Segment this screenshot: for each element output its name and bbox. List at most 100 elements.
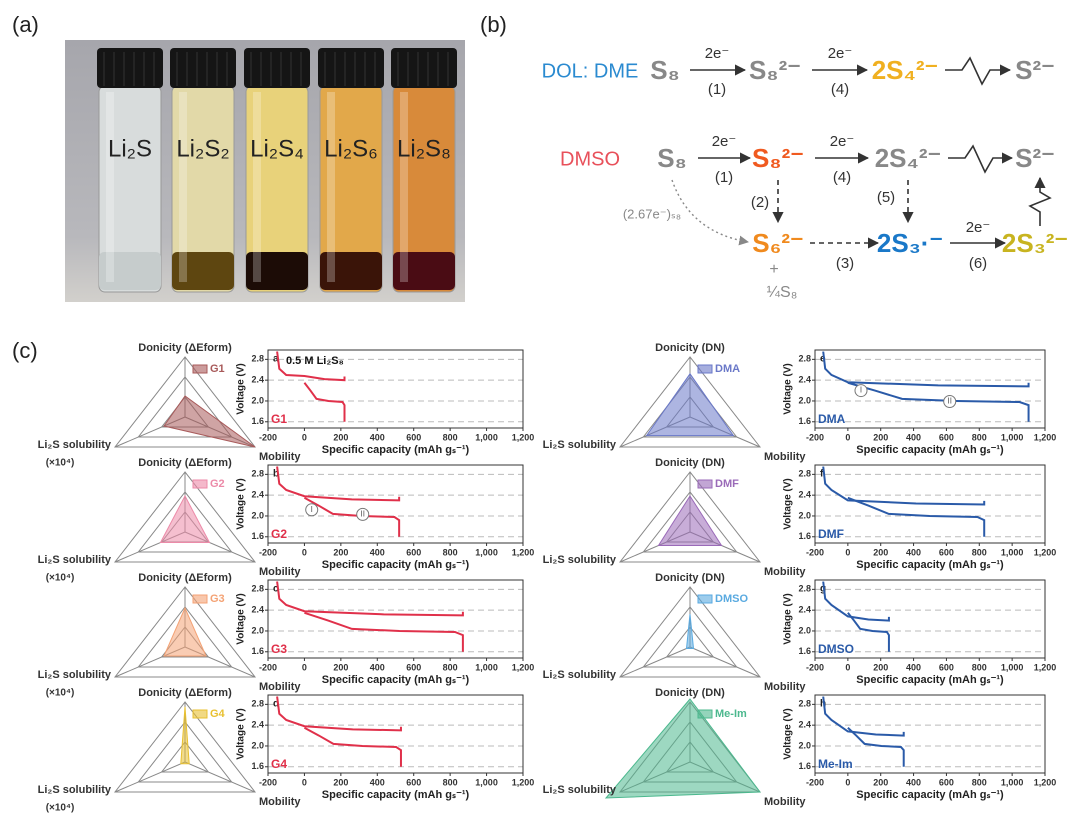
- radar-ring: [113, 471, 257, 563]
- x-tick-label: -200: [806, 432, 824, 442]
- x-tick-label: 1,000: [1001, 777, 1024, 787]
- x-tick-label: 600: [939, 777, 954, 787]
- radar-ring: [642, 491, 738, 553]
- plot-letter: f: [820, 469, 824, 480]
- x-tick-label: 1,200: [1034, 432, 1057, 442]
- y-tick-label: 2.4: [798, 605, 811, 615]
- y-tick-label: 2.0: [798, 510, 811, 520]
- legend-label: DMF: [715, 478, 739, 490]
- x-axis-label: Specific capacity (mAh gₛ⁻¹): [322, 559, 470, 571]
- radar-axis-label: Mobility: [259, 681, 301, 693]
- scheme-text: 2S₃·⁻: [877, 228, 943, 258]
- x-tick-label: 0: [302, 777, 307, 787]
- scheme-text: S²⁻: [1015, 143, 1055, 173]
- scheme-text: 2S₃²⁻: [1002, 228, 1067, 258]
- scheme-text: 2e⁻: [830, 133, 855, 150]
- region-marker-label: II: [360, 510, 364, 519]
- radar-axis-label: Li₂S solubility: [543, 784, 617, 796]
- voltage-curve: [822, 466, 986, 506]
- vial-label: Li₂S: [108, 135, 152, 162]
- legend-swatch: [192, 364, 208, 374]
- x-tick-label: 1,000: [1001, 547, 1024, 557]
- plot-note: 0.5 M Li₂S₈: [286, 355, 344, 367]
- x-tick-label: 200: [873, 777, 888, 787]
- vial-highlight: [400, 92, 408, 282]
- radar-spoke: [689, 646, 761, 678]
- x-tick-label: 600: [939, 432, 954, 442]
- scheme-arrow: [948, 144, 1014, 174]
- x-tick-label: 0: [845, 547, 850, 557]
- y-tick-label: 2.8: [251, 699, 264, 709]
- y-axis-label: Voltage (V): [236, 363, 247, 414]
- radar-shape: [163, 395, 256, 448]
- radar-axis-label: Donicity (ΔEform): [138, 342, 232, 354]
- voltage-curve: [847, 381, 1030, 422]
- vial-label: Li₂S₄: [250, 135, 304, 162]
- scheme-text: 2e⁻: [705, 45, 730, 62]
- radar-ring: [137, 721, 233, 783]
- region-marker: [943, 394, 957, 408]
- x-tick-label: 0: [845, 432, 850, 442]
- x-tick-label: -200: [806, 777, 824, 787]
- y-axis-label: Voltage (V): [236, 478, 247, 529]
- voltage-curve: [847, 496, 986, 537]
- voltage-curve: [847, 612, 890, 652]
- radar-axis-label: Li₂S solubility: [38, 784, 112, 796]
- voltage-curve: [822, 581, 890, 622]
- y-tick-label: 2.4: [798, 490, 811, 500]
- legend-label: G1: [210, 363, 225, 375]
- plot-frame: [814, 464, 1046, 544]
- voltage-curve: [303, 496, 401, 537]
- x-tick-label: 1,200: [1034, 662, 1057, 672]
- x-tick-label: 800: [443, 547, 458, 557]
- x-tick-label: 400: [906, 547, 921, 557]
- plot-name: G3: [271, 642, 287, 656]
- scheme-text: (5): [877, 189, 895, 206]
- scheme-text: (2.67e⁻)ₛ₈: [623, 206, 681, 221]
- y-tick-label: 2.0: [251, 625, 264, 635]
- x-tick-label: 400: [906, 777, 921, 787]
- x-tick-label: 800: [443, 777, 458, 787]
- panel-label: (a): [12, 12, 39, 37]
- radar-axis-unit: (×10⁴): [46, 688, 75, 699]
- radar-ring: [113, 701, 257, 793]
- radar-ring: [137, 606, 233, 668]
- radar-axis-label: Mobility: [259, 566, 301, 578]
- y-tick-label: 2.8: [251, 354, 264, 364]
- legend-swatch: [192, 479, 208, 489]
- x-axis-label: Specific capacity (mAh gₛ⁻¹): [322, 789, 470, 801]
- vial-label: Li₂S₂: [176, 135, 229, 162]
- x-tick-label: 600: [406, 547, 421, 557]
- legend-label: G2: [210, 478, 225, 490]
- x-tick-label: 400: [906, 432, 921, 442]
- scheme-text: S₆²⁻: [752, 228, 804, 258]
- radar-spoke: [184, 761, 256, 793]
- y-tick-label: 2.4: [251, 490, 264, 500]
- radar-axis-label: Mobility: [764, 451, 806, 463]
- y-tick-label: 2.8: [798, 469, 811, 479]
- x-tick-label: 1,000: [475, 777, 498, 787]
- x-tick-label: 0: [845, 777, 850, 787]
- y-tick-label: 1.6: [251, 531, 264, 541]
- scheme-text: S²⁻: [1015, 55, 1055, 85]
- scheme-text: (6): [969, 255, 987, 272]
- scheme-text: DMSO: [560, 148, 620, 170]
- radar-shape: [685, 613, 695, 649]
- plot-name: DMF: [818, 527, 844, 541]
- x-tick-label: 600: [406, 662, 421, 672]
- radar-axis-label: Donicity (DN): [655, 687, 725, 699]
- x-tick-label: 200: [873, 432, 888, 442]
- radar-axis-unit: (×10⁴): [46, 458, 75, 469]
- vial-highlight: [253, 92, 261, 282]
- radar-ring: [642, 606, 738, 668]
- voltage-curve: [276, 466, 401, 502]
- plot-name: DMA: [818, 412, 846, 426]
- legend-label: Me-Im: [715, 708, 747, 720]
- legend-label: G4: [210, 708, 226, 720]
- vial-sediment: [320, 252, 382, 290]
- radar-ring: [113, 356, 257, 448]
- radar-axis-label: Li₂S solubility: [543, 554, 617, 566]
- x-tick-label: 800: [443, 432, 458, 442]
- legend-swatch: [192, 594, 208, 604]
- region-marker-label: I: [311, 505, 313, 514]
